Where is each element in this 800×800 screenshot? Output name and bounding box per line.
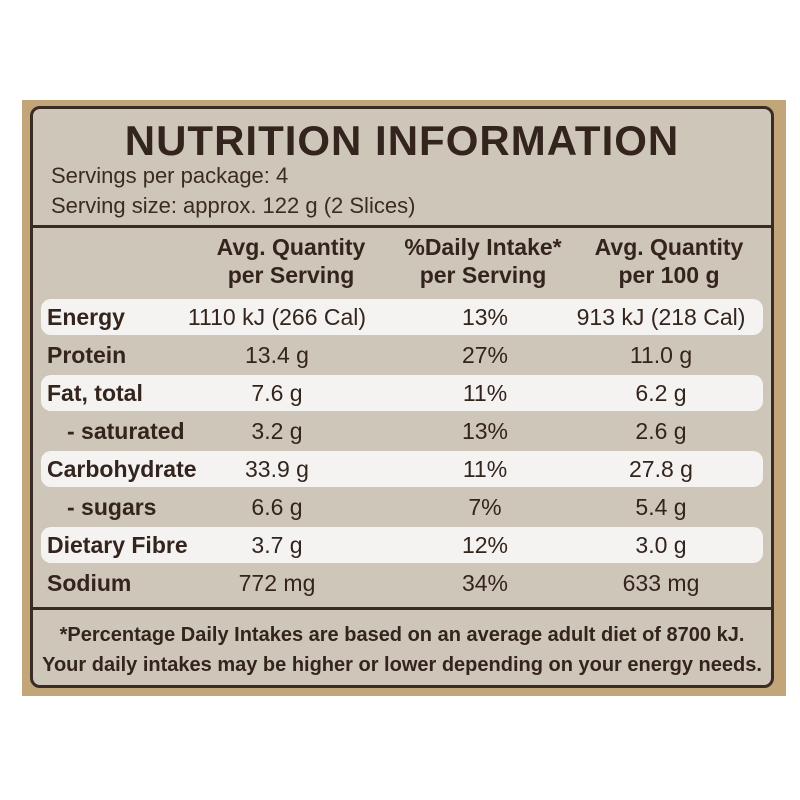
column-header-per-serving: Avg. Quantity per Serving xyxy=(191,233,391,291)
per-serving-value: 13.4 g xyxy=(245,342,309,368)
table-row-sugars: - sugars 6.6 g 7% 5.4 g xyxy=(41,489,763,525)
row-label: Energy xyxy=(47,304,125,330)
daily-intake-value: 27% xyxy=(461,342,509,368)
header-divider xyxy=(33,225,771,228)
daily-intake-value: 11% xyxy=(462,380,508,406)
per-100g-value: 27.8 g xyxy=(629,456,693,482)
footnote-line: Your daily intakes may be higher or lowe… xyxy=(42,654,762,676)
row-label: Sodium xyxy=(47,570,132,596)
per-serving-value: 7.6 g xyxy=(251,380,303,406)
per-100g-value: 3.0 g xyxy=(635,532,687,558)
table-row-dietary-fibre: Dietary Fibre 3.7 g 12% 3.0 g xyxy=(41,527,763,563)
nutrition-panel: NUTRITION INFORMATION Servings per packa… xyxy=(30,106,774,688)
column-header-line: %Daily Intake* xyxy=(404,234,562,260)
servings-per-package: Servings per package: 4 xyxy=(51,163,289,188)
per-serving-value: 3.2 g xyxy=(251,418,303,444)
row-label: Protein xyxy=(47,342,127,368)
table-row-sodium: Sodium 772 mg 34% 633 mg xyxy=(41,565,763,601)
row-label: - saturated xyxy=(67,418,185,444)
daily-intake-value: 12% xyxy=(461,532,509,558)
per-serving-value: 33.9 g xyxy=(245,456,309,482)
row-label: - sugars xyxy=(67,494,157,520)
daily-intake-value: 13% xyxy=(461,304,509,330)
table-row-protein: Protein 13.4 g 27% 11.0 g xyxy=(41,337,763,373)
table-row-energy: Energy 1110 kJ (266 Cal) 13% 913 kJ (218… xyxy=(41,299,763,335)
per-100g-value: 11.0 g xyxy=(629,342,693,368)
column-header-line: per Serving xyxy=(419,262,547,288)
per-100g-value: 6.2 g xyxy=(635,380,687,406)
daily-intake-value: 11% xyxy=(462,456,508,482)
daily-intake-value: 34% xyxy=(461,570,509,596)
column-header-daily-intake: %Daily Intake* per Serving xyxy=(381,233,585,291)
column-header-line: Avg. Quantity xyxy=(594,234,744,260)
table-row-saturated: - saturated 3.2 g 13% 2.6 g xyxy=(41,413,763,449)
per-serving-value: 772 mg xyxy=(238,570,316,596)
column-header-per-100g: Avg. Quantity per 100 g xyxy=(581,233,757,291)
row-label: Carbohydrate xyxy=(47,456,197,482)
serving-size: Serving size: approx. 122 g (2 Slices) xyxy=(51,193,416,218)
table-row-fat-total: Fat, total 7.6 g 11% 6.2 g xyxy=(41,375,763,411)
per-serving-value: 1110 kJ (266 Cal) xyxy=(187,304,367,330)
footnote-divider xyxy=(33,607,771,610)
per-serving-value: 3.7 g xyxy=(251,532,303,558)
column-header-line: per Serving xyxy=(227,262,355,288)
per-serving-value: 6.6 g xyxy=(251,494,303,520)
per-100g-value: 633 mg xyxy=(622,570,700,596)
row-label: Fat, total xyxy=(47,380,143,406)
daily-intake-value: 13% xyxy=(461,418,509,444)
panel-title: NUTRITION INFORMATION xyxy=(124,117,680,164)
column-header-line: per 100 g xyxy=(618,262,720,288)
footnote-line: *Percentage Daily Intakes are based on a… xyxy=(59,624,745,646)
per-100g-value: 2.6 g xyxy=(635,418,687,444)
per-100g-value: 5.4 g xyxy=(635,494,687,520)
table-row-carbohydrate: Carbohydrate 33.9 g 11% 27.8 g xyxy=(41,451,763,487)
column-header-line: Avg. Quantity xyxy=(216,234,366,260)
per-100g-value: 913 kJ (218 Cal) xyxy=(576,304,746,330)
row-label: Dietary Fibre xyxy=(47,532,188,558)
daily-intake-value: 7% xyxy=(468,494,502,520)
